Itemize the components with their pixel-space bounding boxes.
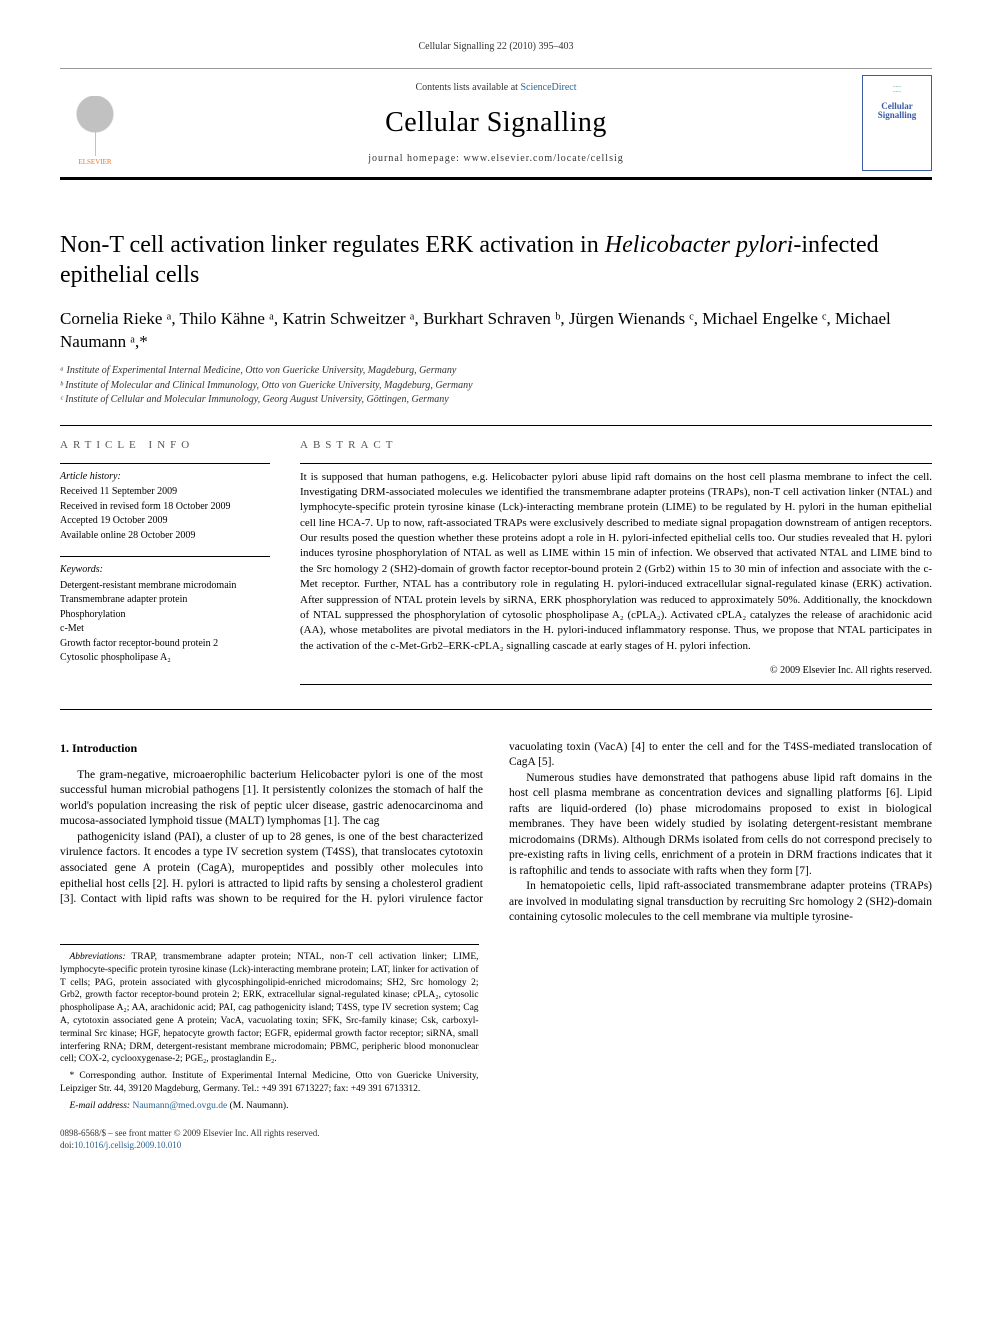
sciencedirect-link[interactable]: ScienceDirect bbox=[520, 82, 576, 93]
email-line: E-mail address: Naumann@med.ovgu.de (M. … bbox=[60, 1100, 479, 1113]
affiliations: ᵃ Institute of Experimental Internal Med… bbox=[60, 364, 932, 407]
keywords-label: Keywords: bbox=[60, 563, 270, 577]
affiliation-a: ᵃ Institute of Experimental Internal Med… bbox=[60, 364, 932, 378]
homepage-prefix: journal homepage: bbox=[368, 153, 463, 164]
info-rule-2 bbox=[60, 556, 270, 557]
received: Received 11 September 2009 bbox=[60, 485, 270, 499]
keywords-block: Keywords: Detergent-resistant membrane m… bbox=[60, 563, 270, 665]
article-info: ARTICLE INFO Article history: Received 1… bbox=[60, 438, 270, 691]
keyword: Transmembrane adapter protein bbox=[60, 593, 270, 607]
footnotes: Abbreviations: TRAP, transmembrane adapt… bbox=[60, 944, 479, 1113]
contents-line: Contents lists available at ScienceDirec… bbox=[140, 81, 852, 95]
masthead: ELSEVIER Contents lists available at Sci… bbox=[60, 68, 932, 181]
authors: Cornelia Rieke ᵃ, Thilo Kähne ᵃ, Katrin … bbox=[60, 308, 932, 354]
keyword: Detergent-resistant membrane microdomain bbox=[60, 579, 270, 593]
contents-prefix: Contents lists available at bbox=[415, 82, 520, 93]
doi-line: doi:10.1016/j.cellsig.2009.10.010 bbox=[60, 1139, 932, 1151]
abbrev-text: TRAP, transmembrane adapter protein; NTA… bbox=[60, 952, 479, 1065]
title-organism: Helicobacter pylori bbox=[605, 232, 794, 258]
article-info-heading: ARTICLE INFO bbox=[60, 438, 270, 453]
abs-rule bbox=[300, 463, 932, 464]
cover-label: Cellular Signalling bbox=[867, 102, 927, 122]
homepage-line: journal homepage: www.elsevier.com/locat… bbox=[140, 152, 852, 166]
keyword: Cytosolic phospholipase A₂ bbox=[60, 651, 270, 665]
email-link[interactable]: Naumann@med.ovgu.de bbox=[132, 1101, 227, 1111]
keyword: Growth factor receptor-bound protein 2 bbox=[60, 637, 270, 651]
divider-top bbox=[60, 425, 932, 426]
elsevier-tree-icon bbox=[70, 96, 120, 156]
divider-bottom bbox=[60, 709, 932, 710]
abbreviations: Abbreviations: TRAP, transmembrane adapt… bbox=[60, 951, 479, 1066]
affiliation-c: ᶜ Institute of Cellular and Molecular Im… bbox=[60, 393, 932, 407]
abstract: ABSTRACT It is supposed that human patho… bbox=[300, 438, 932, 691]
article-title: Non-T cell activation linker regulates E… bbox=[60, 230, 932, 290]
history-label: Article history: bbox=[60, 470, 270, 484]
abstract-copyright: © 2009 Elsevier Inc. All rights reserved… bbox=[300, 664, 932, 678]
masthead-center: Contents lists available at ScienceDirec… bbox=[130, 75, 862, 172]
intro-p1: The gram-negative, microaerophilic bacte… bbox=[60, 768, 483, 830]
online: Available online 28 October 2009 bbox=[60, 529, 270, 543]
body-columns: 1. Introduction The gram-negative, micro… bbox=[60, 740, 932, 926]
abstract-text: It is supposed that human pathogens, e.g… bbox=[300, 470, 932, 655]
affiliation-b: ᵇ Institute of Molecular and Clinical Im… bbox=[60, 379, 932, 393]
email-label: E-mail address: bbox=[70, 1101, 131, 1111]
journal-cover-thumb: Cellular Signalling bbox=[862, 75, 932, 172]
abbrev-label: Abbreviations: bbox=[70, 952, 126, 962]
abstract-heading: ABSTRACT bbox=[300, 438, 932, 453]
doi-label: doi: bbox=[60, 1140, 74, 1150]
intro-p4: In hematopoietic cells, lipid raft-assoc… bbox=[509, 879, 932, 926]
page-footer: 0898-6568/$ – see front matter © 2009 El… bbox=[60, 1127, 932, 1151]
email-suffix: (M. Naumann). bbox=[227, 1101, 288, 1111]
intro-p3: Numerous studies have demonstrated that … bbox=[509, 771, 932, 880]
title-part-a: Non-T cell activation linker regulates E… bbox=[60, 232, 605, 258]
history-block: Article history: Received 11 September 2… bbox=[60, 470, 270, 543]
running-head: Cellular Signalling 22 (2010) 395–403 bbox=[60, 40, 932, 54]
revised: Received in revised form 18 October 2009 bbox=[60, 500, 270, 514]
issn-line: 0898-6568/$ – see front matter © 2009 El… bbox=[60, 1127, 932, 1139]
doi-link[interactable]: 10.1016/j.cellsig.2009.10.010 bbox=[74, 1140, 181, 1150]
accepted: Accepted 19 October 2009 bbox=[60, 514, 270, 528]
abs-rule-bottom bbox=[300, 684, 932, 685]
intro-heading: 1. Introduction bbox=[60, 740, 483, 756]
elsevier-label: ELSEVIER bbox=[78, 158, 111, 167]
corresponding-author: * Corresponding author. Institute of Exp… bbox=[60, 1070, 479, 1096]
keyword: c-Met bbox=[60, 622, 270, 636]
elsevier-logo: ELSEVIER bbox=[60, 75, 130, 172]
info-rule-1 bbox=[60, 463, 270, 464]
journal-name: Cellular Signalling bbox=[140, 104, 852, 142]
homepage-url[interactable]: www.elsevier.com/locate/cellsig bbox=[463, 153, 623, 164]
keyword: Phosphorylation bbox=[60, 608, 270, 622]
cover-waves-icon bbox=[877, 82, 917, 96]
